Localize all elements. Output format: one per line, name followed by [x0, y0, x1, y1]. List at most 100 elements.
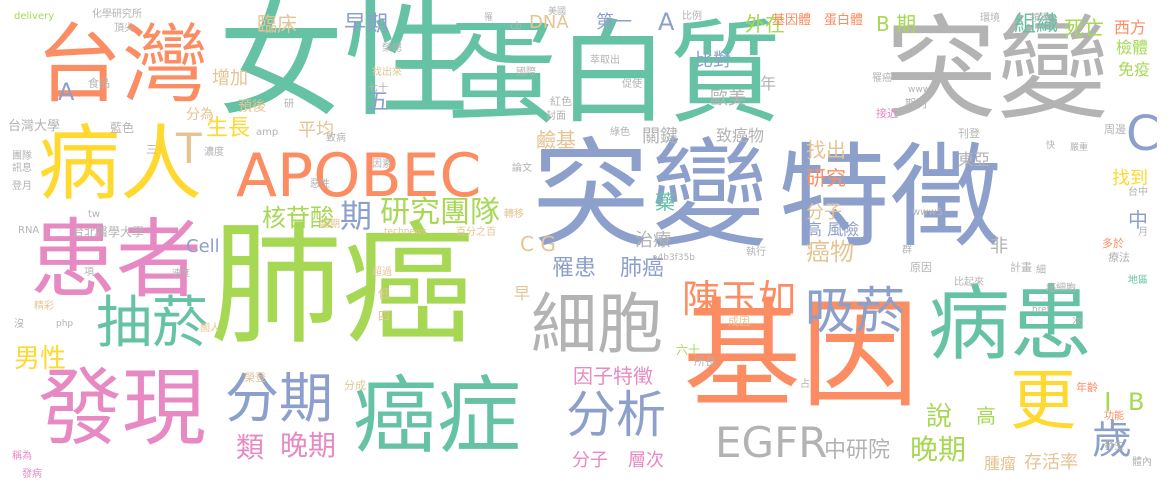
cloud-word-研究-orange: 研究 — [806, 166, 846, 190]
cloud-word-化學研究所: 化學研究所 — [92, 9, 142, 20]
cloud-word-嚴重: 嚴重 — [1070, 143, 1089, 153]
cloud-word-B: B — [1128, 388, 1145, 416]
cloud-word-頂尖: 頂尖 — [114, 23, 134, 34]
cloud-word-群: 群 — [902, 245, 912, 256]
cloud-word-特徵: 特徵 — [778, 133, 1002, 263]
cloud-word-php: php — [56, 319, 74, 329]
cloud-word-I: I — [1104, 388, 1112, 418]
cloud-word-罹患: 罹患 — [552, 256, 597, 281]
cloud-word-男性: 男性 — [14, 344, 67, 374]
cloud-word-接近: 接近 — [876, 107, 898, 120]
cloud-word-團隊: 團隊 — [440, 195, 500, 230]
cloud-word-七十: 七十 — [368, 83, 388, 94]
cloud-word-東亞: 東亞 — [958, 150, 991, 169]
cloud-word-Cell: Cell — [186, 236, 220, 257]
cloud-word-非: 非 — [990, 236, 1008, 257]
cloud-word-中研院: 中研院 — [824, 438, 891, 463]
cloud-word-封面: 封面 — [546, 111, 566, 122]
cloud-word-患者: 患者 — [30, 210, 202, 310]
cloud-word-紅色: 紅色 — [550, 95, 572, 108]
cloud-word-死亡: 死亡 — [1064, 16, 1104, 40]
cloud-word-罹癌: 罹癌 — [872, 73, 892, 84]
cloud-word-超過: 超過 — [372, 267, 392, 278]
cloud-word-計畫: 計畫 — [1010, 261, 1032, 274]
cloud-word-腫瘤: 腫瘤 — [984, 454, 1017, 473]
cloud-word-病患: 病患 — [928, 277, 1093, 372]
cloud-word-DNA: DNA — [529, 12, 569, 33]
cloud-word-amp: amp — [256, 127, 279, 138]
cloud-word-層次: 層次 — [628, 450, 664, 471]
cloud-word-因子特徵: 因子特徵 — [573, 364, 653, 388]
cloud-word-國際: 國際 — [516, 67, 536, 78]
cloud-word-歲: 歲 — [1092, 417, 1132, 463]
cloud-word-細胞: 細胞 — [531, 286, 663, 363]
cloud-word-病人: 病人 — [38, 117, 203, 212]
cloud-word-分成: 分成 — [344, 379, 366, 392]
cloud-word-晚期-pink: 晚期 — [280, 429, 337, 462]
cloud-word-B期: B 期 — [876, 12, 917, 36]
cloud-word-癌細胞: 癌細胞 — [1046, 283, 1076, 294]
cloud-word-次: 次 — [1072, 317, 1082, 328]
cloud-word-項: 項 — [84, 267, 94, 278]
cloud-word-www5: www5 — [912, 207, 943, 218]
cloud-word-核苷酸: 核苷酸 — [262, 204, 334, 232]
cloud-word-生長: 生長 — [206, 116, 251, 141]
cloud-word-西方: 西方 — [1114, 18, 1147, 37]
cloud-word-團隊-gray: 團隊 — [12, 151, 32, 162]
cloud-word-cb: cb — [510, 21, 522, 32]
cloud-word-tw: tw — [88, 209, 101, 220]
cloud-word-發生: 發生 — [1104, 441, 1124, 452]
cloud-word-綠色: 綠色 — [610, 127, 630, 138]
cloud-word-治療: 治療 — [635, 230, 671, 251]
cloud-word-比對: 比對 — [695, 50, 731, 71]
cloud-word-沒: 沒 — [14, 319, 24, 330]
cloud-word-陳玉如: 陳玉如 — [682, 277, 797, 321]
cloud-word-歐美: 歐美 — [710, 88, 746, 109]
cloud-word-臨床: 臨床 — [257, 12, 297, 36]
cloud-word-晚期-green: 晚期 — [910, 433, 967, 466]
cloud-word-月: 月 — [1138, 227, 1148, 238]
cloud-word-找到: 找到 — [1112, 168, 1148, 189]
cloud-word-惡性: 惡性 — [310, 179, 330, 190]
cloud-word-藥: 藥 — [655, 190, 675, 214]
cloud-word-年: 年 — [760, 74, 777, 93]
cloud-word-基因體: 基因體 — [772, 13, 812, 28]
cloud-word-鹼基: 鹼基 — [536, 128, 576, 152]
cloud-word-美國: 美國 — [548, 7, 567, 17]
cloud-word-增加: 增加 — [212, 68, 248, 89]
cloud-word-中: 中 — [1128, 208, 1148, 232]
cloud-word-原因: 原因 — [910, 261, 932, 274]
cloud-word-早: 早 — [514, 284, 531, 303]
cloud-word-突變-gray: 突變 — [885, 5, 1109, 135]
cloud-word-檢體: 檢體 — [1116, 38, 1149, 57]
cloud-word-成因: 成因 — [728, 315, 750, 328]
cloud-word-領導: 領導 — [1030, 13, 1050, 24]
cloud-word-轉移: 轉移 — [504, 209, 524, 220]
cloud-word-T: T — [176, 124, 202, 173]
cloud-word-年齡: 年齡 — [1076, 381, 1098, 394]
cloud-word-分期: 分期 — [225, 367, 333, 430]
cloud-word-食品: 食品 — [88, 77, 110, 90]
cloud-word-更: 更 — [1010, 362, 1076, 439]
cloud-word-台中: 台中 — [1128, 187, 1148, 198]
cloud-word-關鍵: 關鍵 — [642, 126, 678, 147]
cloud-word-高風險: 高 風險 — [806, 220, 860, 239]
cloud-word-期: 期 — [340, 197, 373, 235]
cloud-word-體內: 體內 — [1132, 457, 1152, 468]
cloud-word-發病: 發病 — [22, 469, 42, 480]
cloud-word-當期: 當期 — [320, 219, 340, 230]
cloud-word-類: 類 — [236, 431, 265, 464]
cloud-word-第一: 第一 — [596, 12, 632, 33]
cloud-word-濃度: 濃度 — [204, 147, 224, 158]
cloud-word-A-left: A — [58, 78, 75, 106]
cloud-word-預後: 預後 — [238, 99, 266, 115]
cloud-word-女性: 女性 — [218, 0, 470, 134]
cloud-word-C: C — [1126, 106, 1160, 162]
cloud-word-早期: 早期 — [344, 12, 389, 37]
cloud-word-CG: C G — [520, 232, 556, 256]
cloud-word-吸菸: 吸菸 — [805, 282, 905, 340]
cloud-word-平均: 平均 — [298, 120, 334, 141]
cloud-word-抽菸: 抽菸 — [96, 291, 208, 356]
cloud-word-technews: technews — [384, 227, 428, 237]
